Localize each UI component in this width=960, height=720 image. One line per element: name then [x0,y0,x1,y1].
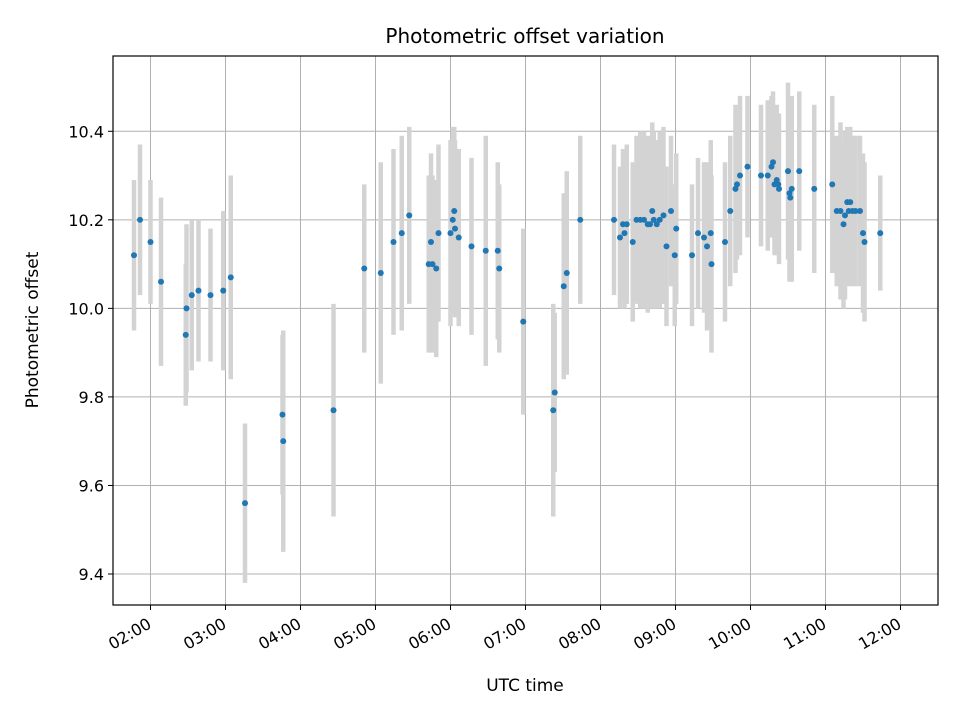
data-point [708,261,715,268]
data-point [857,207,863,214]
data-point [656,216,663,223]
data-point [563,269,570,276]
data-point [551,389,558,396]
data-point [663,243,670,250]
data-point [861,238,868,245]
data-point [227,274,234,281]
data-point [837,207,844,214]
data-point [131,252,137,259]
data-point [796,168,803,175]
data-point [617,234,623,241]
data-point [653,221,660,228]
data-point [787,194,794,201]
data-point [788,185,795,192]
data-point [279,411,286,418]
data-point [560,283,567,290]
data-point [447,230,454,237]
data-point [577,216,584,223]
data-point [550,407,557,414]
data-point [689,252,695,259]
data-point [641,216,647,223]
y-tick-label: 9.6 [79,476,104,495]
x-axis-label: UTC time [486,676,564,696]
data-point [188,292,195,299]
data-point [621,230,628,237]
data-point [242,500,248,507]
data-point [673,225,680,232]
chart-title: Photometric offset variation [385,24,664,48]
data-point [611,216,617,223]
data-point [428,238,434,245]
data-point [829,181,836,188]
y-tick-label: 9.4 [79,565,104,584]
data-point [671,252,678,259]
data-point [377,269,384,276]
data-point [734,181,740,188]
data-point [398,230,405,237]
data-point [330,407,337,414]
point-layer [131,159,884,507]
data-point [842,212,848,219]
data-point [727,207,734,214]
data-point [452,225,458,232]
y-axis-label: Photometric offset [23,251,43,408]
data-point [195,287,202,294]
data-point [435,230,442,237]
data-point [775,181,782,188]
data-point [137,216,143,223]
data-point [496,265,503,272]
data-point [220,287,227,294]
y-tick-label: 10.4 [68,122,104,141]
data-point [770,159,776,166]
data-point [811,185,818,192]
data-point [623,221,630,228]
data-point [147,238,154,245]
data-point [390,238,397,245]
data-point [406,212,413,219]
data-point [482,247,489,254]
data-point [701,234,707,241]
data-point [707,230,714,237]
data-point [455,234,462,241]
data-point [182,331,189,338]
data-point [649,207,656,214]
data-point [668,207,674,214]
data-point [877,230,884,237]
data-point [361,265,368,272]
data-point [280,438,287,445]
data-point [183,305,190,312]
data-point [764,172,771,179]
data-point [722,238,728,245]
data-point [650,216,657,223]
data-point [840,221,847,228]
data-point [847,199,854,206]
data-point [744,163,751,170]
data-point [785,168,791,175]
data-point [494,247,501,254]
y-tick-label: 10.2 [68,211,104,230]
data-point [852,207,859,214]
data-point [660,212,667,219]
data-point [433,265,440,272]
data-point [647,221,653,228]
data-point [776,185,782,192]
data-point [468,243,475,250]
data-point [786,190,793,197]
data-point [758,172,764,179]
data-point [207,292,214,299]
data-point [629,238,636,245]
data-point [695,230,701,237]
data-point [860,230,866,237]
y-axis-ticks: 9.4 9.6 9.8 10.0 10.2 10.4 [68,122,113,584]
data-point [451,207,458,214]
data-point [449,216,456,223]
y-tick-label: 10.0 [68,299,104,318]
y-tick-label: 9.8 [79,388,104,407]
data-point [429,261,436,268]
data-point [158,278,164,285]
data-point [737,172,743,179]
data-point [704,243,710,250]
data-point [520,318,527,325]
